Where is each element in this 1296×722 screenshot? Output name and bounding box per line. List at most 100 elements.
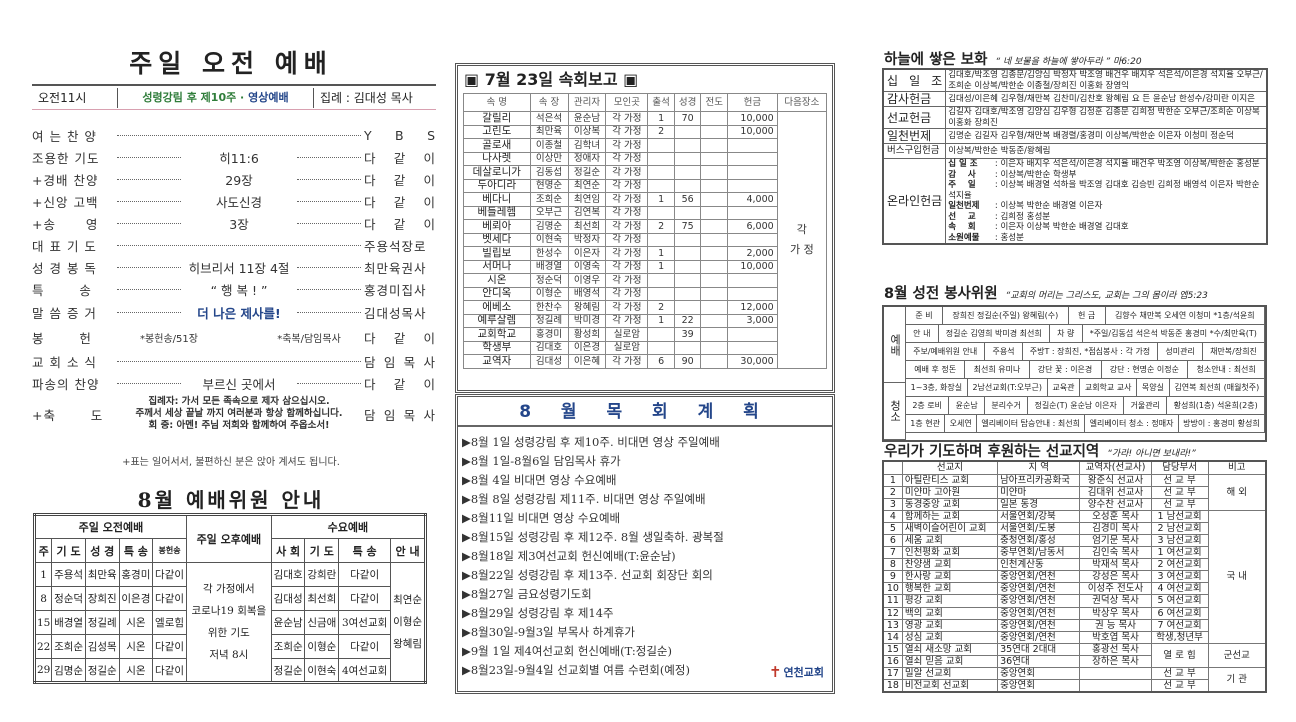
plan-item: ▶8월11일 비대면 영상 수요예배 [462, 511, 621, 525]
report-cell: 시온 [463, 273, 531, 288]
report-cell [700, 124, 729, 139]
online-line: 선 교 : 김희정 홍성분 [948, 212, 1264, 223]
report-cell [700, 232, 729, 247]
mission-cell: 6 [882, 533, 903, 548]
plan-item: ▶8월29일 성령강림 후 제14주 [462, 606, 614, 620]
mission-row: 15 열쇠 새소망 교회 35연대 2대대 홍광선 목사 열 로 힘 군선교 [882, 642, 1267, 669]
order-detail: “ 행 복 ! ” [210, 282, 268, 298]
report-cell [700, 273, 729, 288]
report-cell [647, 178, 675, 193]
report-cell [673, 273, 702, 288]
usher-cell: 최연순 이형순 왕혜림 [390, 562, 426, 683]
mission-cell: 영광 교회 [901, 618, 999, 632]
report-cell [673, 246, 702, 261]
online-sep: : [992, 211, 1001, 222]
week-number: 29 [33, 658, 53, 683]
online-type: 감 사 [948, 169, 976, 180]
week-number: 15 [33, 610, 53, 635]
leader-dots [297, 266, 361, 268]
mission-cell: 8 [882, 558, 903, 572]
mission-cell: 선 교 부 [1150, 666, 1209, 681]
report-cell: 석은석 [529, 111, 569, 126]
report-cell: 데살로니가 [463, 165, 531, 180]
committee-cell: 정길순 [270, 658, 306, 683]
mission-cell: 행복한 교회 [901, 582, 999, 596]
report-row: 안디옥 이형순 배영석 각 가정 [463, 286, 827, 301]
mission-col: 선교지 [901, 460, 999, 475]
mission-cell: 서울연회/도봉 [997, 521, 1081, 535]
report-cell [673, 259, 702, 274]
report-cell: 각 가정 [605, 151, 649, 166]
report-cell: 10,000 [727, 124, 778, 139]
order-item: +신앙 고백 사도신경 다 같 이 [32, 190, 436, 212]
report-cell [647, 273, 675, 288]
online-type: 십 일 조 [948, 159, 978, 169]
committee-cell: 정순덕 [51, 586, 86, 611]
mission-cell: 선 교 부 [1150, 497, 1209, 511]
report-cell: 이상복 [567, 124, 607, 139]
service-cell: 엘리베이터 청소 : 정매자 [1085, 415, 1179, 432]
mission-cell: 중앙연회/연천 [997, 582, 1081, 596]
mission-cell: 2 [882, 485, 903, 499]
plan-list: ▶8월 1일 성령강림 후 제10주. 비대면 영상 주일예배 ▶8월 1일-8월… [458, 427, 832, 680]
report-row: 빌립보 한성수 이은자 각 가정 1 2,000 [463, 246, 827, 261]
report-cell: 이형순 [529, 286, 569, 301]
report-cell: 10,000 [727, 259, 778, 274]
service-cell: 1~3층, 화장실 [906, 379, 968, 396]
mission-cell: 중앙연회/연천 [997, 630, 1081, 644]
report-cell: 각 가정 [605, 354, 649, 369]
service-cell: 황성희(1층) 석윤희(2층) [1167, 397, 1266, 414]
report-row: 에베소 한찬수 왕혜림 각 가정 2 12,000 [463, 300, 827, 315]
service-cell: 주보/예배위원 안내 [906, 343, 986, 360]
online-type: 선 교 [948, 211, 976, 222]
report-cell [700, 205, 729, 220]
committee-group: 주일 오후예배 [185, 514, 272, 563]
report-cell: 조희순 [529, 192, 569, 207]
report-cell [727, 286, 778, 301]
report-cell [647, 138, 675, 153]
mission-cell: 남아프리카공화국 [997, 473, 1081, 487]
mission-cell: 왕준식 선교사 [1079, 473, 1152, 487]
committee-cell: 주용석 [51, 562, 86, 587]
report-cell: 김동섭 [529, 165, 569, 180]
leader-dots [117, 134, 361, 136]
report-col: 모인곳 [605, 93, 649, 112]
report-row: 학생부 김대호 이은경 실로암 [463, 340, 827, 355]
week-label: 성령강림 후 제10주 · [142, 90, 245, 104]
service-verse: “교회의 머리는 그리스도, 교회는 그의 몸이라 엡5:23 [1005, 291, 1208, 301]
report-cell [700, 246, 729, 261]
mission-cell: 함께하는 교회 [901, 509, 999, 523]
report-cell: 갈릴리 [463, 111, 531, 126]
service-cell: 김연복 최선희 (매월첫주) [1170, 379, 1265, 396]
order-label: 조용한 기도 [32, 150, 100, 166]
online-names: 이은자 이상복 박한순 배경열 김대호 [1000, 222, 1129, 232]
offering-row: 선교헌금 김길자 김대호/박조영 김양심 김우형 김정훈 김종문 김희정 박한순 … [882, 106, 1268, 129]
mission-cell: 세움 교회 [901, 533, 999, 548]
offering-row: 온라인헌금 십 일 조 : 이은자 배지우 석은석/이은경 석지율 배건우 박조영… [882, 158, 1268, 245]
report-cell: 이영우 [567, 273, 607, 288]
report-cell [647, 327, 675, 342]
mission-cell: 5 [882, 521, 903, 535]
mission-cell: 김인숙 목사 [1079, 546, 1152, 560]
mission-cell: 열쇠 믿음 교회 [901, 654, 999, 669]
report-cell [727, 340, 778, 355]
report-cell: 안디옥 [463, 286, 531, 301]
report-row: 갈릴리 석은석 윤순남 각 가정 1 70 10,000 각 가 정 [463, 111, 828, 369]
leader-dots [297, 222, 361, 224]
report-cell: 39 [673, 327, 702, 342]
report-cell: 골로새 [463, 138, 531, 153]
service-cell: 1층 현관 [906, 415, 946, 432]
order-label: 여 는 찬 양 [32, 128, 97, 144]
online-type: 속 회 [948, 222, 976, 232]
report-cell: 각 가정 [605, 178, 649, 193]
report-row: 베들레헴 오부근 김연복 각 가정 [463, 205, 827, 220]
report-col: 관리자 [567, 93, 607, 112]
mission-table: 선교지 지 역 교역자(선교사) 담당부서 비고 1 아틸란티스 교회 남아프리카공화국 왕준식… [882, 460, 1267, 694]
report-cell [647, 232, 675, 247]
mission-header-row: 선교지 지 역 교역자(선교사) 담당부서 비고 [882, 460, 1267, 475]
mission-cell: 미얀마 [997, 485, 1081, 499]
leader-dots [117, 312, 181, 313]
service-cell: 윤순남 [949, 397, 986, 414]
mission-col: 비고 [1207, 460, 1267, 475]
